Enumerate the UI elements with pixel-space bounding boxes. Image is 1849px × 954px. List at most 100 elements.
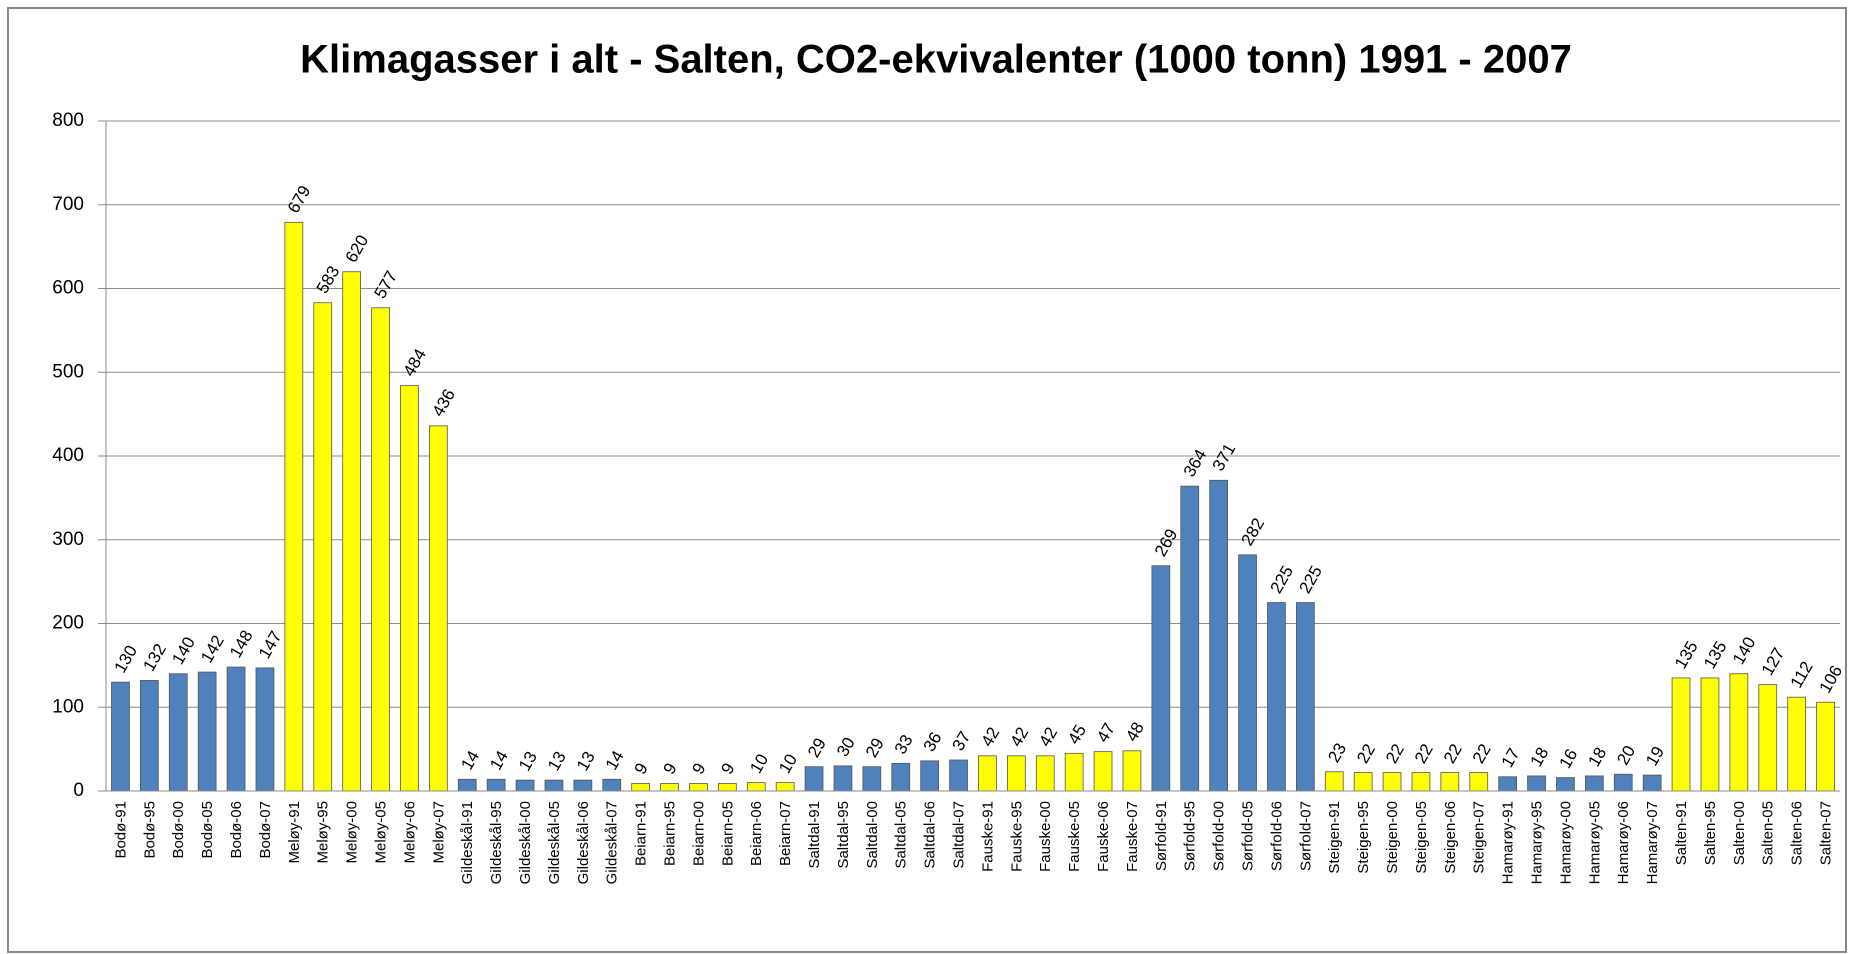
bar xyxy=(486,778,506,792)
bar xyxy=(1238,554,1257,792)
bar xyxy=(371,307,390,792)
x-tick-label: Saltdal-95 xyxy=(835,801,852,869)
x-tick-label: Fauske-06 xyxy=(1095,801,1112,872)
y-tick-label: 600 xyxy=(52,278,84,299)
bar xyxy=(1209,479,1229,792)
x-tick-label: Salten-05 xyxy=(1760,801,1777,865)
x-tick-label: Bodø-00 xyxy=(170,801,187,859)
bar xyxy=(1642,774,1662,792)
x-tick-label: Beiarn-91 xyxy=(633,801,650,866)
bar xyxy=(197,671,217,792)
bar xyxy=(775,782,795,792)
x-tick-label: Saltdal-00 xyxy=(864,801,881,869)
bar xyxy=(1498,776,1518,792)
x-tick-label: Meløy-00 xyxy=(344,801,361,864)
bar xyxy=(1035,755,1055,792)
x-tick-label: Bodø-06 xyxy=(228,801,245,859)
x-tick-label: Gildeskål-06 xyxy=(575,801,592,884)
y-tick-label: 400 xyxy=(52,445,84,466)
bar xyxy=(833,765,853,792)
chart-title: Klimagasser i alt - Salten, CO2-ekvivale… xyxy=(300,38,1572,82)
x-tick-label: Bodø-07 xyxy=(257,801,274,859)
x-tick-label: Meløy-91 xyxy=(286,801,303,864)
bar xyxy=(255,667,275,792)
bar xyxy=(1382,772,1402,792)
bar xyxy=(862,766,882,792)
bar xyxy=(1469,772,1489,792)
bar xyxy=(1584,775,1604,792)
bar xyxy=(168,673,188,792)
bar xyxy=(1122,750,1142,792)
y-tick-label: 100 xyxy=(52,696,84,717)
bar xyxy=(1006,755,1026,792)
bar xyxy=(631,783,651,792)
bar xyxy=(1324,771,1344,792)
bar xyxy=(428,425,448,792)
x-tick-label: Gildeskål-00 xyxy=(517,801,534,884)
bar xyxy=(284,221,304,792)
x-tick-label: Bodø-05 xyxy=(199,801,216,859)
x-tick-label: Steigen-95 xyxy=(1355,801,1372,874)
x-tick-label: Meløy-06 xyxy=(401,801,418,864)
x-tick-label: Gildeskål-05 xyxy=(546,801,563,884)
x-tick-label: Sørfold-95 xyxy=(1182,801,1199,871)
bar xyxy=(1180,485,1200,792)
x-tick-label: Salten-95 xyxy=(1702,801,1719,865)
bar xyxy=(920,760,940,792)
y-tick-label: 800 xyxy=(52,110,84,131)
x-tick-label: Fauske-95 xyxy=(1008,801,1025,872)
x-tick-label: Hamarøy-91 xyxy=(1500,801,1517,884)
bar xyxy=(139,680,159,792)
x-tick-label: Sørfold-00 xyxy=(1211,801,1228,871)
y-tick-label: 700 xyxy=(52,194,84,215)
x-tick-label: Fauske-07 xyxy=(1124,801,1141,872)
x-tick-label: Salten-07 xyxy=(1818,801,1835,865)
bar xyxy=(1729,673,1749,792)
bar xyxy=(1411,772,1431,792)
x-tick-label: Beiarn-00 xyxy=(690,801,707,866)
bar xyxy=(457,778,477,792)
bar xyxy=(660,783,679,792)
x-tick-label: Sørfold-06 xyxy=(1268,801,1285,871)
bar xyxy=(1758,684,1778,792)
x-tick-label: Gildeskål-07 xyxy=(604,801,621,884)
x-tick-label: Saltdal-05 xyxy=(893,801,910,869)
bar xyxy=(1671,677,1691,792)
x-tick-label: Meløy-05 xyxy=(373,801,390,864)
bar xyxy=(1700,677,1720,792)
x-tick-label: Meløy-95 xyxy=(315,801,332,864)
x-tick-label: Hamarøy-00 xyxy=(1557,801,1574,884)
bar xyxy=(978,755,997,792)
bar xyxy=(1527,775,1546,792)
x-tick-label: Gildeskål-95 xyxy=(488,801,505,884)
x-tick-label: Meløy-07 xyxy=(430,801,447,864)
y-tick-label: 200 xyxy=(52,613,84,634)
x-tick-label: Fauske-00 xyxy=(1037,801,1054,872)
x-tick-label: Sørfold-91 xyxy=(1153,801,1170,871)
x-tick-label: Hamarøy-06 xyxy=(1615,801,1632,884)
bar xyxy=(1353,772,1373,792)
x-tick-label: Saltdal-91 xyxy=(806,801,823,869)
x-tick-label: Steigen-05 xyxy=(1413,801,1430,874)
x-tick-label: Salten-00 xyxy=(1731,801,1748,865)
bar xyxy=(891,762,911,792)
x-tick-label: Salten-06 xyxy=(1789,801,1806,865)
bar xyxy=(949,759,968,792)
x-tick-label: Sørfold-07 xyxy=(1297,801,1314,871)
bar xyxy=(400,385,419,792)
x-tick-label: Beiarn-06 xyxy=(748,801,765,866)
x-tick-label: Steigen-00 xyxy=(1384,801,1401,874)
bar xyxy=(1064,752,1084,792)
bar xyxy=(689,783,708,792)
bar xyxy=(226,666,246,792)
bar xyxy=(573,779,593,792)
x-tick-label: Beiarn-05 xyxy=(719,801,736,866)
bar xyxy=(544,779,564,792)
bar xyxy=(342,271,362,792)
x-tick-label: Hamarøy-95 xyxy=(1529,801,1546,884)
y-tick-label: 500 xyxy=(52,361,84,382)
bar xyxy=(804,766,824,792)
y-tick-label: 0 xyxy=(73,780,84,801)
bar xyxy=(313,302,333,792)
